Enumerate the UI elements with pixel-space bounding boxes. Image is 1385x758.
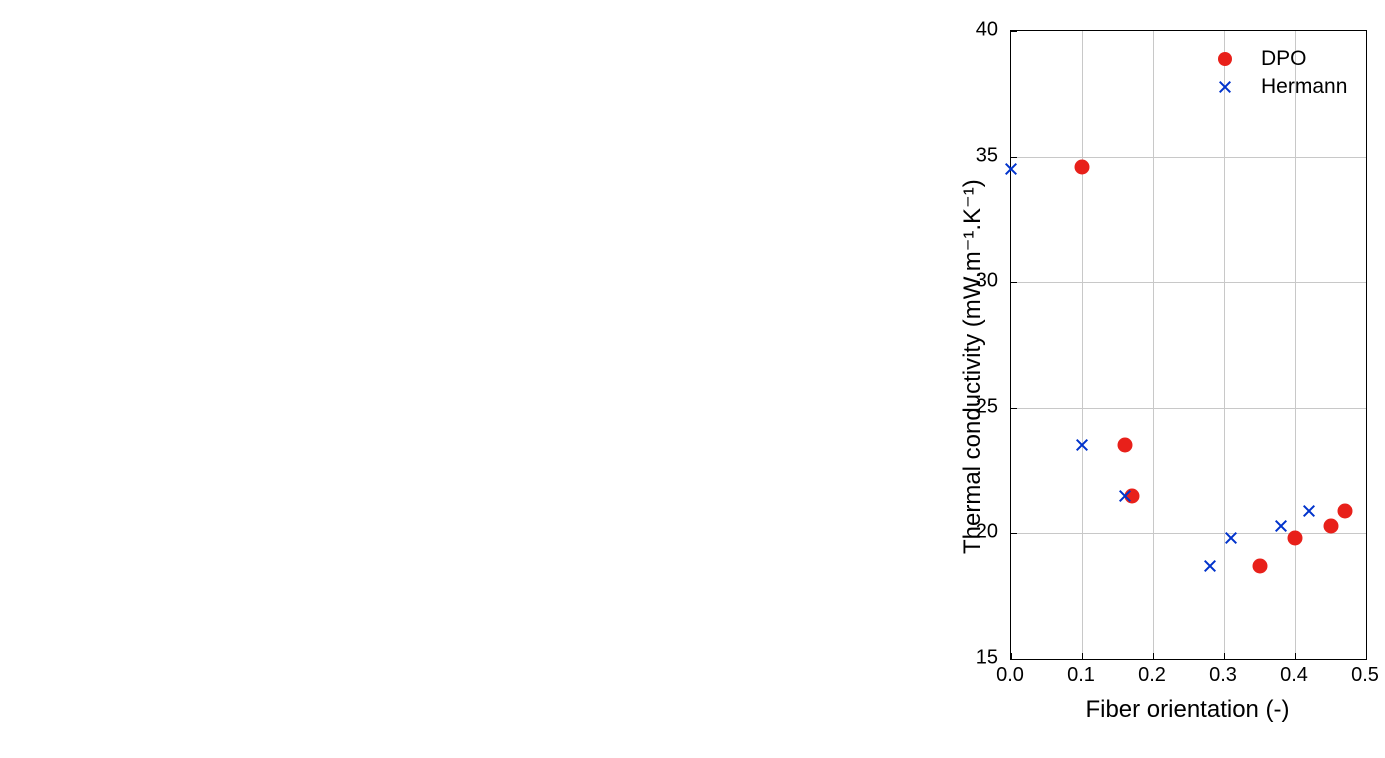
x-tick-label: 0.4 <box>1280 664 1308 687</box>
data-point-dpo <box>1075 159 1090 174</box>
x-tick-label: 0.0 <box>996 664 1024 687</box>
data-point-hermann <box>1004 162 1018 176</box>
data-point-dpo <box>1252 559 1267 574</box>
x-tick-label: 0.2 <box>1138 664 1166 687</box>
data-point-hermann <box>1224 531 1238 545</box>
data-point-hermann <box>1203 559 1217 573</box>
x-tick-label: 0.1 <box>1067 664 1095 687</box>
legend-label: DPO <box>1261 47 1307 71</box>
x-tick-label: 0.3 <box>1209 664 1237 687</box>
figure-root: Envelope density (mg.cm⁻³) Thermal condu… <box>0 0 1385 758</box>
y-tick-label: 30 <box>976 270 998 293</box>
y-tick-label: 15 <box>976 647 998 670</box>
data-point-hermann <box>1302 504 1316 518</box>
right-y-axis-label: Thermal conductivity (mW.m⁻¹.K⁻¹) <box>958 179 987 554</box>
right-plot-area <box>1010 30 1367 660</box>
data-point-dpo <box>1323 518 1338 533</box>
legend-item: Hermann <box>1195 74 1347 100</box>
y-tick-label: 40 <box>976 19 998 42</box>
y-tick-label: 20 <box>976 521 998 544</box>
data-point-hermann <box>1274 519 1288 533</box>
data-point-hermann <box>1075 438 1089 452</box>
right-legend: DPO Hermann <box>1195 44 1347 102</box>
y-tick-label: 25 <box>976 395 998 418</box>
data-point-dpo <box>1337 503 1352 518</box>
x-tick-label: 0.5 <box>1351 664 1379 687</box>
right-panel: Fiber orientation (-) Thermal conductivi… <box>0 0 1385 758</box>
data-point-dpo <box>1117 438 1132 453</box>
right-x-axis-label: Fiber orientation (-) <box>1085 696 1289 724</box>
data-point-hermann <box>1118 489 1132 503</box>
right-lines-svg <box>1011 31 1366 659</box>
legend-label: Hermann <box>1261 75 1347 99</box>
data-point-dpo <box>1288 531 1303 546</box>
y-tick-label: 35 <box>976 144 998 167</box>
legend-item: DPO <box>1195 46 1347 72</box>
